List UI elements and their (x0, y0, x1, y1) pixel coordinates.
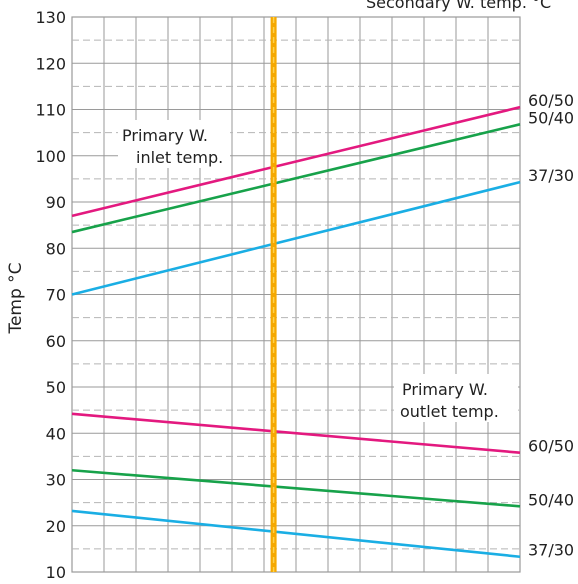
outlet-label-line1: Primary W. (402, 380, 488, 399)
series-label-outlet-60-50: 60/50 (528, 437, 574, 456)
y-tick-label: 90 (46, 193, 66, 212)
y-tick-label: 50 (46, 378, 66, 397)
series-line-outlet-37-30 (71, 509, 521, 559)
y-tick-label: 60 (46, 332, 66, 351)
y-tick-label: 30 (46, 471, 66, 490)
series-line-inlet-50-40 (71, 123, 521, 234)
y-tick-label: 20 (46, 517, 66, 536)
series-line-outlet-50-40 (71, 468, 521, 508)
y-tick-label: 40 (46, 424, 66, 443)
series-line-inlet-37-30 (71, 180, 521, 296)
series-label-inlet-37-30: 37/30 (528, 166, 574, 185)
y-tick-label: 110 (35, 101, 66, 120)
y-tick-labels: 10 20 30 40 50 60 70 80 90 100 110 120 130 (35, 8, 66, 582)
y-axis-title: Temp °C (6, 262, 26, 334)
y-tick-label: 70 (46, 286, 66, 305)
outlet-label-line2: outlet temp. (400, 402, 499, 421)
outlet-label-bg (394, 374, 518, 422)
inlet-label-line2: inlet temp. (136, 148, 223, 167)
series-label-outlet-37-30: 37/30 (528, 541, 574, 560)
series-line-outlet-60-50 (71, 412, 521, 454)
top-label-bg (360, 0, 578, 14)
series-line-inlet-60-50 (71, 105, 521, 218)
y-tick-label: 100 (35, 147, 66, 166)
inlet-label-line1: Primary W. (122, 126, 208, 145)
top-label: Secondary W. temp. °C (366, 0, 551, 12)
y-tick-label: 120 (35, 54, 66, 73)
series-label-inlet-50-40: 50/40 (528, 108, 574, 127)
series-label-inlet-60-50: 60/50 (528, 91, 574, 110)
y-tick-label: 130 (35, 8, 66, 27)
series-label-outlet-50-40: 50/40 (528, 490, 574, 509)
y-tick-label: 10 (46, 563, 66, 582)
y-tick-label: 80 (46, 239, 66, 258)
inlet-label-bg (118, 120, 230, 168)
series-lines (71, 105, 521, 559)
